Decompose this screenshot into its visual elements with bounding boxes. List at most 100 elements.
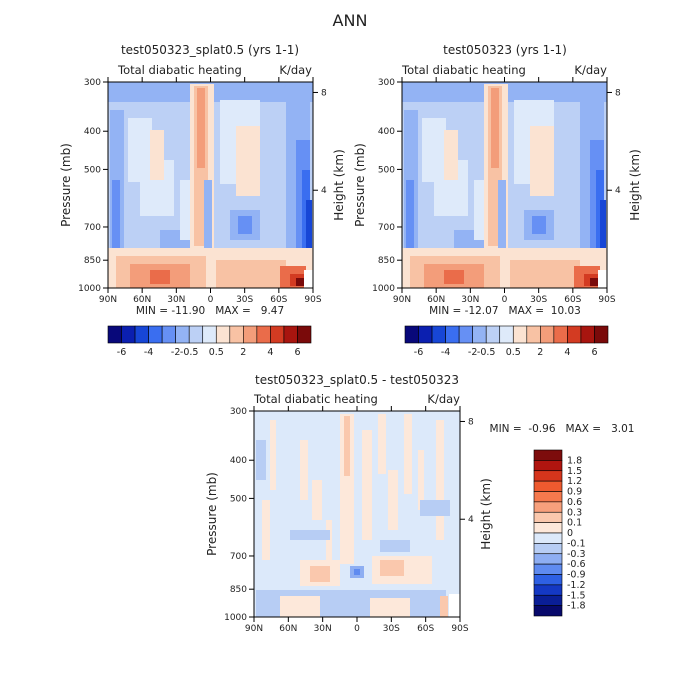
panel-b-subtitle-right: K/day — [574, 63, 607, 77]
colorbar-swatch — [445, 325, 460, 344]
colorbar-swatch — [121, 325, 136, 344]
colorbar-label: 0.6 — [567, 497, 582, 508]
x-tick-label: 60S — [564, 295, 581, 305]
colorbar-swatch — [533, 605, 563, 617]
colorbar-swatch — [229, 325, 244, 344]
panel-b-field — [402, 82, 607, 288]
colorbar-swatch — [418, 325, 433, 344]
colorbar-label: 6 — [294, 347, 300, 358]
field-band — [112, 180, 120, 250]
colorbar-label: -1.2 — [567, 580, 586, 591]
x-tick-label: 30S — [530, 295, 547, 305]
x-tick-label: 90N — [393, 295, 411, 305]
y-tick-label: 400 — [230, 456, 247, 466]
y-tick-label: 700 — [230, 552, 247, 562]
field-band — [380, 540, 410, 552]
colorbar-label: -0.5 — [477, 347, 496, 358]
colorbar-swatch — [243, 325, 258, 344]
y-tick-label: 850 — [84, 256, 101, 266]
field-band — [370, 598, 410, 617]
field-band — [600, 200, 606, 270]
colorbar-swatch — [533, 584, 563, 596]
colorbar-label: 0.5 — [506, 347, 521, 358]
x-tick-label: 30N — [461, 295, 479, 305]
field-band — [262, 500, 270, 560]
field-band — [598, 270, 607, 288]
colorbar-swatch — [533, 543, 563, 555]
field-band — [436, 420, 444, 540]
field-band — [532, 216, 546, 234]
colorbar-swatch — [533, 460, 563, 472]
colorbar-label: -2 — [468, 347, 477, 358]
panel-a-stats: MIN = -11.90 MAX = 9.47 — [136, 305, 284, 317]
field-band — [296, 278, 304, 286]
field-band — [197, 88, 205, 168]
panel-b-colorbar: -6 -4 -2 -0.5 0.5 2 4 6 — [404, 325, 609, 358]
colorbar-swatch — [533, 511, 563, 523]
y-tick-label: 700 — [84, 223, 101, 233]
panel-b-ylabel: Pressure (mb) — [353, 143, 367, 227]
field-band — [444, 130, 458, 180]
x-tick-label: 90S — [598, 295, 615, 305]
colorbar-label: 1.2 — [567, 476, 582, 487]
field-band — [280, 596, 320, 617]
panel-b: test050323 (yrs 1-1) Total diabatic heat… — [353, 43, 642, 358]
x-tick-label: 90N — [245, 624, 263, 634]
x-tick-label: 60N — [279, 624, 297, 634]
field-band — [418, 450, 424, 510]
colorbar-swatch — [175, 325, 190, 344]
colorbar-label: -6 — [414, 347, 423, 358]
field-band — [344, 416, 350, 476]
colorbar-swatch — [567, 325, 582, 344]
panel-a-title: test050323_splat0.5 (yrs 1-1) — [121, 43, 299, 57]
colorbar-label: -0.3 — [567, 549, 586, 560]
colorbar-swatch — [472, 325, 487, 344]
colorbar-swatch — [485, 325, 501, 344]
y-tick-label: 300 — [378, 78, 395, 88]
field-band — [530, 126, 554, 196]
colorbar-swatch — [458, 325, 473, 344]
panel-a-subtitle-left: Total diabatic heating — [117, 63, 242, 77]
x-tick-label: 30N — [314, 624, 332, 634]
y-right-tick-label: 4 — [321, 186, 327, 196]
colorbar-swatch — [526, 325, 541, 344]
panel-c-subtitle-right: K/day — [427, 392, 460, 406]
x-tick-label: 60N — [427, 295, 445, 305]
colorbar-swatch — [297, 325, 312, 344]
colorbar-label: 0 — [567, 528, 573, 539]
colorbar-swatch — [533, 449, 563, 461]
field-band — [304, 270, 313, 288]
y-tick-label: 300 — [84, 78, 101, 88]
panel-c: test050323_splat0.5 - test050323 Total d… — [205, 373, 634, 634]
colorbar-label: 2 — [537, 347, 543, 358]
field-band — [312, 480, 322, 520]
colorbar-swatch — [404, 325, 419, 344]
panel-c-ylabel-right: Height (km) — [479, 478, 493, 549]
colorbar-swatch — [533, 501, 563, 513]
y-tick-label: 400 — [378, 127, 395, 137]
panel-a-ylabel-right: Height (km) — [332, 149, 346, 220]
panel-c-colorbar: 1.81.51.20.90.60.30.10-0.1-0.3-0.6-0.9-1… — [533, 449, 586, 617]
field-band — [388, 470, 398, 530]
colorbar-swatch — [148, 325, 163, 344]
field-band — [362, 430, 372, 540]
colorbar-label: -0.5 — [180, 347, 199, 358]
x-tick-label: 90S — [304, 295, 321, 305]
y-right-tick-label: 8 — [321, 88, 327, 98]
field-band — [216, 260, 286, 288]
colorbar-swatch — [431, 325, 446, 344]
field-band — [340, 414, 354, 564]
field-band — [270, 420, 276, 490]
y-tick-label: 1000 — [224, 613, 247, 623]
colorbar-swatch — [270, 325, 285, 344]
field-band — [378, 414, 386, 474]
field-band — [290, 530, 330, 540]
field-band — [498, 180, 506, 260]
panel-a-ylabel: Pressure (mb) — [59, 143, 73, 227]
colorbar-swatch — [580, 325, 595, 344]
panel-b-title: test050323 (yrs 1-1) — [443, 43, 567, 57]
colorbar-swatch — [188, 325, 204, 344]
field-band — [590, 278, 598, 286]
colorbar-label: 0.1 — [567, 518, 582, 529]
panel-a-ticks: 90N 60N 30N 0 30S 60S 90S 300 400 500 700 850 1000 8 4 — [78, 77, 327, 305]
